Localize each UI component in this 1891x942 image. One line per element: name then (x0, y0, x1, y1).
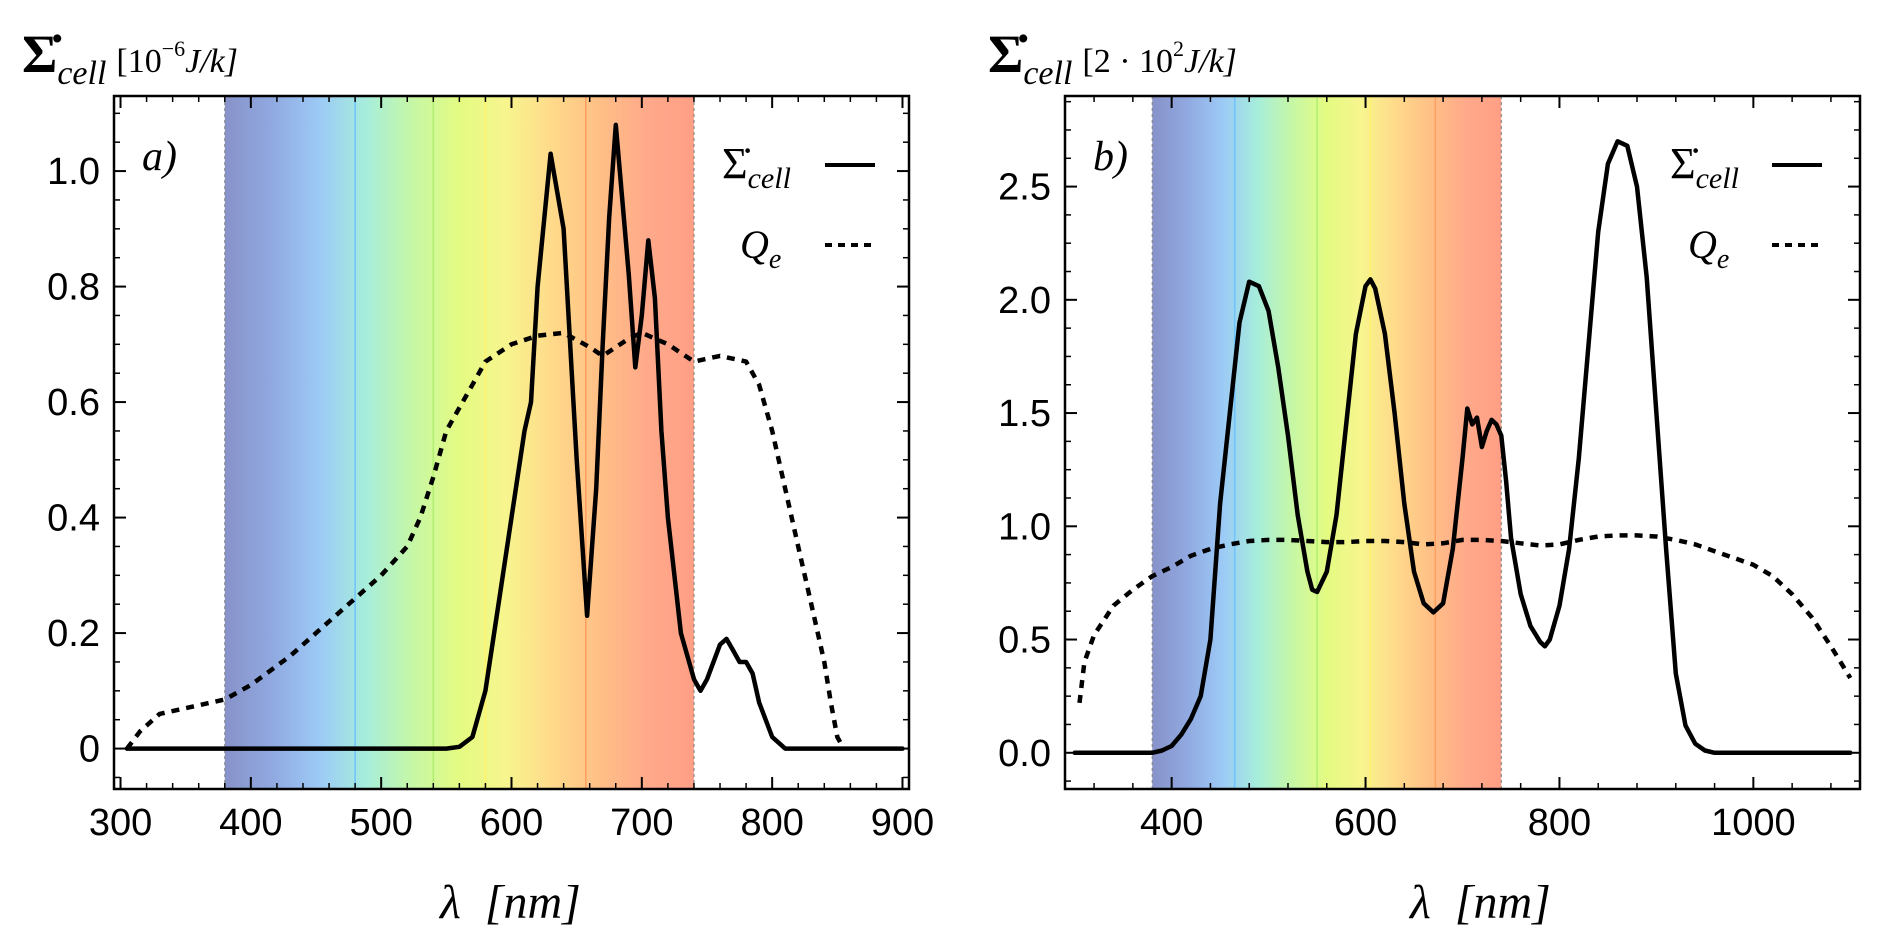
y-tick-label: 1.0 (47, 151, 100, 193)
y-tick-label: 0.5 (998, 620, 1051, 662)
curves (1072, 139, 1853, 756)
axis-ticks: 300 400 500 600 700 800 900 0 0.2 0.4 0.6 0.8 1.0 (47, 96, 934, 844)
y-tick-label: 0.0 (998, 733, 1051, 775)
x-axis-label: λ [nm] (1408, 876, 1551, 929)
x-tick-label: 400 (219, 802, 282, 844)
y-tick-label: 2.0 (998, 280, 1051, 322)
y-tick-label: 1.0 (998, 506, 1051, 548)
series-sigma-cell-line (1072, 139, 1853, 756)
x-tick-label: 700 (610, 802, 673, 844)
panel-label: b) (1093, 134, 1128, 180)
y-tick-label: 0.4 (47, 498, 100, 540)
x-tick-label: 400 (1140, 802, 1203, 844)
y-tick-label: 0.2 (47, 613, 100, 655)
spectrum-fill (224, 96, 694, 789)
y-tick-label: 0 (79, 729, 100, 771)
legend: Σ̇cell Qe (1670, 139, 1822, 275)
x-tick-label: 500 (349, 802, 412, 844)
legend-entry-qe: Qe (1688, 222, 1729, 275)
y-axis-label: Σ̇cell [10−6J/k] (22, 24, 238, 92)
panel-label: a) (142, 134, 177, 180)
chart-panel-a: 300 400 500 600 700 800 900 0 0.2 0.4 0.6 0.8 1.0 Σ̇… (22, 24, 934, 929)
y-axis-label: Σ̇cell [2 · 102J/k] (988, 24, 1237, 92)
legend: Σ̇cell Qe (722, 139, 875, 275)
legend-entry-qe: Qe (740, 222, 781, 275)
x-tick-label: 600 (480, 802, 543, 844)
x-tick-label: 300 (89, 802, 152, 844)
y-tick-label: 0.6 (47, 382, 100, 424)
chart-panel-b: 400 600 800 1000 0.0 0.5 1.0 1.5 2.0 2.5 Σ̇cell [2… (988, 24, 1862, 929)
x-tick-label: 900 (871, 802, 934, 844)
x-tick-label: 600 (1334, 802, 1397, 844)
series-qe-line (125, 330, 846, 750)
y-tick-label: 0.8 (47, 267, 100, 309)
visible-spectrum-band (224, 96, 695, 789)
axis-ticks: 400 600 800 1000 0.0 0.5 1.0 1.5 2.0 2.5 (998, 96, 1860, 844)
visible-spectrum-band (1151, 96, 1502, 789)
x-axis-label: λ [nm] (438, 876, 581, 929)
x-tick-label: 1000 (1711, 802, 1796, 844)
curves (124, 122, 905, 751)
x-tick-label: 800 (1528, 802, 1591, 844)
plot-frame (1063, 94, 1862, 791)
series-sigma-cell-line (124, 122, 905, 751)
x-tick-label: 800 (740, 802, 803, 844)
legend-entry-sigma-cell: Σ̇cell (1670, 139, 1739, 195)
y-tick-label: 1.5 (998, 393, 1051, 435)
legend-entry-sigma-cell: Σ̇cell (722, 139, 791, 195)
spectrum-fill (1152, 96, 1502, 789)
y-tick-label: 2.5 (998, 167, 1051, 209)
